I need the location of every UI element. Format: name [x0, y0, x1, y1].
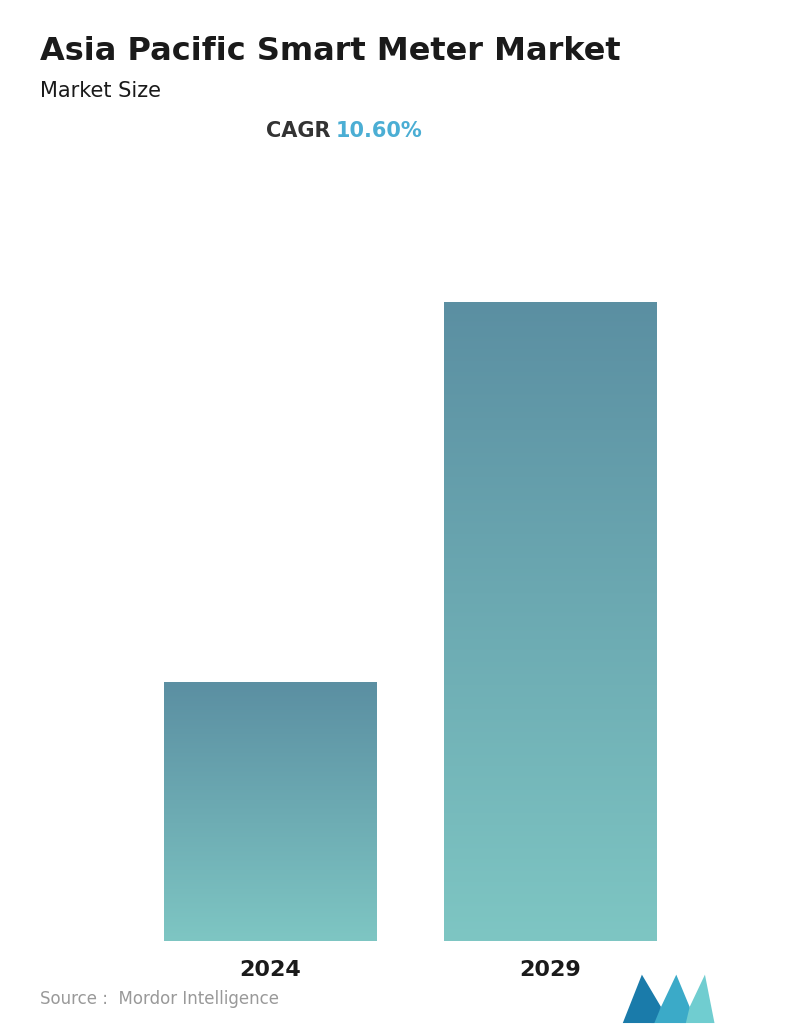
Text: Source :  Mordor Intelligence: Source : Mordor Intelligence	[40, 991, 279, 1008]
Text: 2029: 2029	[519, 960, 581, 979]
Text: 2024: 2024	[239, 960, 301, 979]
Text: Asia Pacific Smart Meter Market: Asia Pacific Smart Meter Market	[40, 36, 620, 67]
Text: 10.60%: 10.60%	[336, 121, 423, 141]
Polygon shape	[680, 975, 715, 1023]
Text: Market Size: Market Size	[40, 81, 161, 100]
Polygon shape	[651, 975, 689, 1023]
Polygon shape	[622, 975, 661, 1023]
Text: CAGR: CAGR	[266, 121, 330, 141]
